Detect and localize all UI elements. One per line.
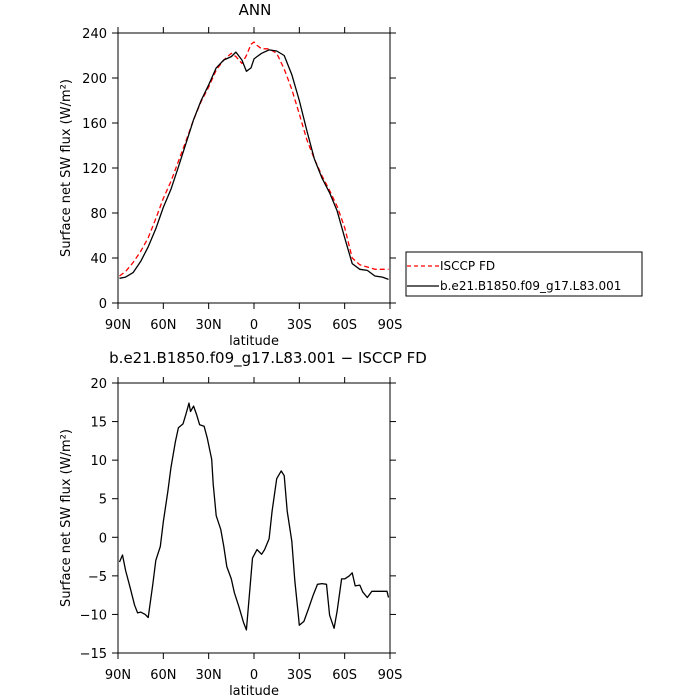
chart-title: b.e21.B1850.f09_g17.L83.001 − ISCCP FD [109,349,427,368]
y-tick-label: 0 [99,531,107,546]
x-tick-label: 60S [332,318,357,333]
y-tick-label: 20 [90,377,107,392]
x-tick-label: 90N [105,318,131,333]
x-tick-label: 30N [196,668,222,683]
x-tick-label: 30S [287,318,312,333]
y-tick-label: 120 [82,162,107,177]
legend-box [405,251,643,297]
series-group [118,402,390,631]
x-tick-label: 90S [378,668,403,683]
y-axis-label: Surface net SW flux (W/m²) [59,79,74,257]
y-tick-label: 15 [90,416,107,431]
y-tick-label: 240 [82,27,107,42]
x-tick-label: 30S [287,668,312,683]
x-tick-label: 60S [332,668,357,683]
series-line-1 [119,49,389,281]
legend: ISCCP FD b.e21.B1850.f09_g17.L83.001 [405,251,643,297]
series-group [119,41,389,281]
plot-frame [117,382,391,654]
y-tick-label: 160 [82,117,107,132]
series-line-0 [119,41,389,277]
x-tick-label: 90S [378,318,403,333]
legend-label-model: b.e21.B1850.f09_g17.L83.001 [440,279,621,293]
y-tick-label: −10 [80,608,107,623]
y-tick-label: 80 [90,207,107,222]
legend-label-isccp: ISCCP FD [440,259,495,273]
chart-panel-difference: b.e21.B1850.f09_g17.L83.001 − ISCCP FD −… [59,349,427,699]
y-tick-label: 10 [90,454,107,469]
x-tick-label: 90N [105,668,131,683]
x-tick-label: 30N [196,318,222,333]
y-tick-label: −5 [88,570,107,585]
y-tick-label: 0 [99,297,107,312]
x-tick-label: 0 [250,668,258,683]
y-axis-label: Surface net SW flux (W/m²) [59,429,74,607]
y-axis: −15 −10 −5 0 5 10 15 20 [80,377,396,662]
x-tick-label: 0 [250,318,258,333]
y-axis: 0 40 80 120 160 200 240 [82,27,396,312]
x-axis-label: latitude [229,684,279,699]
plot-frame [117,32,391,304]
x-axis: 90N 60N 30N 0 30S 60S 90S [105,377,403,683]
y-tick-label: 5 [99,493,107,508]
chart-title: ANN [239,1,272,19]
y-tick-label: 200 [82,72,107,87]
x-tick-label: 60N [150,318,176,333]
x-axis-label: latitude [229,334,279,349]
series-line-0 [118,402,390,631]
x-axis: 90N 60N 30N 0 30S 60S 90S [105,27,403,333]
y-tick-label: −15 [80,647,107,662]
x-tick-label: 60N [150,668,176,683]
y-tick-label: 40 [90,252,107,267]
